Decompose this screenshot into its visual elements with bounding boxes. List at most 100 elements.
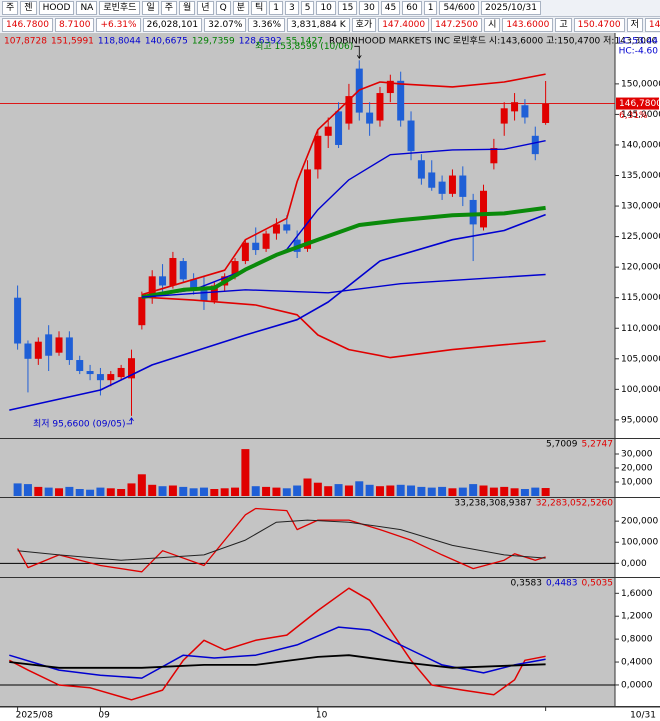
toolbar-item[interactable]: 3 <box>284 1 299 15</box>
toolbar-item[interactable]: 저 <box>626 18 643 32</box>
toolbar-item[interactable]: 143.3000 <box>644 18 660 32</box>
volume-bar <box>231 487 240 496</box>
indicator-value: 5,2747 <box>582 440 614 450</box>
volume-bar <box>500 486 509 496</box>
toolbar-item[interactable]: 147.4000 <box>378 18 430 32</box>
toolbar-item[interactable]: 147.2500 <box>431 18 483 32</box>
toolbar-item[interactable]: 8.7100 <box>54 18 95 32</box>
toolbar-item[interactable]: 26,028,101 <box>142 18 203 32</box>
volume-bar <box>375 486 384 496</box>
y-tick-label: 125,0000 <box>621 232 660 242</box>
toolbar-item[interactable]: 틱 <box>250 1 268 15</box>
x-tick-label: 09 <box>98 711 110 721</box>
candle-body <box>428 172 436 188</box>
indicator-value: 33,238,308,9387 <box>454 499 531 509</box>
candle-body <box>324 126 332 136</box>
last-change-label: 6,31% <box>619 111 648 121</box>
toolbar-item[interactable]: HOOD <box>38 1 75 15</box>
candle-body <box>272 224 280 234</box>
candle-body <box>107 374 115 381</box>
toolbar-item[interactable]: 146.7800 <box>2 18 53 32</box>
y-tick-label: 10,000 <box>621 478 653 488</box>
candle-body <box>200 288 208 301</box>
y-tick-label: 150,0000 <box>621 79 660 89</box>
volume-bar <box>199 487 208 496</box>
y-tick-label: 1,2000 <box>621 612 653 622</box>
toolbar-item[interactable]: 3,831,884 K <box>287 18 350 32</box>
toolbar-item[interactable]: 45 <box>380 1 401 15</box>
toolbar-item[interactable]: 로빈후드 <box>99 1 141 15</box>
candle-body <box>24 343 32 359</box>
candle-body <box>469 199 477 225</box>
candle-body <box>407 120 415 152</box>
candle-body <box>314 135 322 170</box>
toolbar-item[interactable]: 2025/10/31 <box>481 1 541 15</box>
toolbar-item[interactable]: Q <box>215 1 231 15</box>
toolbar-item[interactable]: +6.31% <box>96 18 141 32</box>
toolbar-item[interactable]: 일 <box>142 1 159 15</box>
high-arrow <box>354 45 362 60</box>
toolbar-item[interactable]: 시 <box>484 18 501 32</box>
candle-body <box>345 96 353 124</box>
y-tick-label: 100,0000 <box>621 385 660 395</box>
volume-bar <box>241 449 250 496</box>
indicator-value: 0,3583 <box>511 579 543 589</box>
toolbar-item[interactable]: 54/600 <box>439 1 480 15</box>
volume-bar <box>34 486 43 496</box>
indicator-line <box>141 140 546 298</box>
volume-bar <box>179 486 188 496</box>
chart-title: ROBINHOOD MARKETS INC 로빈후드 시:143,6000 고:… <box>329 36 660 47</box>
y-tick-label: 140,0000 <box>621 140 660 150</box>
candle-body <box>45 334 53 356</box>
toolbar-item[interactable]: 월 <box>179 1 196 15</box>
candle-body <box>480 190 488 228</box>
indicator-line <box>17 507 546 573</box>
toolbar-item[interactable]: 분 <box>232 1 249 15</box>
toolbar-item[interactable]: 10 <box>316 1 336 15</box>
candle-body <box>448 175 456 194</box>
volume-bar <box>355 481 364 496</box>
candle-body <box>490 148 498 164</box>
toolbar-item[interactable]: 150.4700 <box>573 18 625 32</box>
candle-body <box>159 276 167 286</box>
volume-bar <box>531 487 540 496</box>
toolbar-item[interactable]: 60 <box>402 1 422 15</box>
indicator-value: 32,283,052,5260 <box>536 499 614 509</box>
candle-body <box>417 160 425 179</box>
toolbar-item[interactable]: NA <box>76 1 98 15</box>
indicator-value: 0,5035 <box>582 579 614 589</box>
toolbar-item[interactable]: 3.36% <box>248 18 286 32</box>
indicator-value: 0,4483 <box>546 579 578 589</box>
volume-bar <box>365 484 374 496</box>
indicator-line <box>9 626 546 679</box>
toolbar-item[interactable]: 143.6000 <box>502 18 554 32</box>
toolbar-item[interactable]: 젠 <box>20 1 37 15</box>
toolbar-item[interactable]: 고 <box>555 18 572 32</box>
candle-body <box>438 181 446 194</box>
toolbar-item[interactable]: 1 <box>269 1 283 15</box>
y-tick-label: 95,0000 <box>621 415 658 425</box>
toolbar-item[interactable]: 호가 <box>351 18 377 32</box>
volume-bar <box>96 487 105 496</box>
toolbar-item[interactable]: 32.07% <box>204 18 247 32</box>
volume-bar <box>189 488 198 496</box>
toolbar-item[interactable]: 15 <box>337 1 358 15</box>
candle-body <box>76 360 84 372</box>
toolbar-item[interactable]: 주 <box>2 1 19 15</box>
toolbar-item[interactable]: 5 <box>300 1 315 15</box>
volume-bar <box>324 486 333 496</box>
toolbar-item[interactable]: 1 <box>423 1 438 15</box>
volume-bar <box>251 486 260 496</box>
candle-body <box>138 297 146 326</box>
candle-body <box>86 371 94 375</box>
indicator-value: 118,8044 <box>98 37 141 47</box>
volume-bar <box>293 485 302 496</box>
y-tick-label: 110,0000 <box>621 324 660 334</box>
candle-body <box>397 80 405 121</box>
toolbar-item[interactable]: 주 <box>160 1 178 15</box>
y-tick-label: 105,0000 <box>621 354 660 364</box>
low-annotation: 최저 95,6600 (09/05) <box>33 418 125 429</box>
volume-bar <box>448 488 457 496</box>
toolbar-item[interactable]: 30 <box>359 1 379 15</box>
toolbar-item[interactable]: 년 <box>197 1 214 15</box>
